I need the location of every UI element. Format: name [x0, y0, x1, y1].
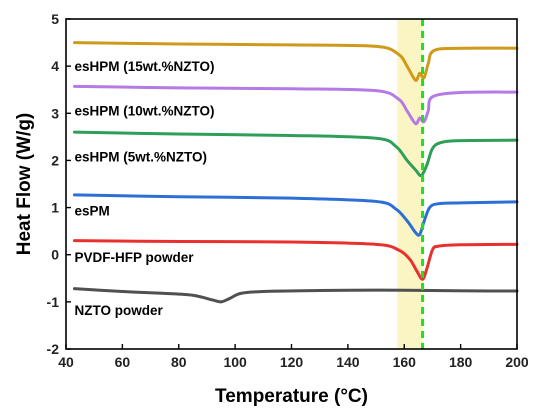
- y-tick-label: 1: [51, 200, 59, 216]
- series-label-4: PVDF-HFP powder: [74, 250, 194, 265]
- series-line-1: [72, 239, 519, 281]
- series-label-1: esHPM (10wt.%NZTO): [74, 104, 214, 119]
- series-line-3: [72, 130, 519, 178]
- x-tick-label: 140: [336, 354, 360, 370]
- y-axis-title: Heat Flow (W/g): [14, 113, 35, 255]
- x-tick-label: 80: [171, 354, 187, 370]
- x-tick-label: 40: [58, 354, 74, 370]
- y-tick-label: -2: [47, 341, 60, 357]
- series-line-4: [72, 84, 519, 126]
- y-tick-label: -1: [47, 294, 60, 310]
- x-tick-label: 100: [223, 354, 247, 370]
- series-line-2: [72, 193, 519, 237]
- y-tick-label: 2: [51, 152, 59, 168]
- series-line-0: [72, 287, 519, 304]
- x-tick-label: 160: [393, 354, 417, 370]
- series-line-5: [72, 41, 519, 82]
- series-labels: esHPM (15wt.%NZTO) esHPM (10wt.%NZTO) esHP…: [74, 59, 214, 318]
- y-tick-label: 5: [51, 11, 59, 27]
- x-tick-label: 120: [280, 354, 304, 370]
- y-tick-label: 4: [51, 58, 59, 74]
- x-tick-label: 200: [505, 354, 529, 370]
- series-layer: [72, 41, 519, 304]
- series-label-2: esHPM (5wt.%NZTO): [74, 149, 207, 164]
- y-tick-label: 3: [51, 105, 59, 121]
- y-tick-label: 0: [51, 247, 59, 263]
- series-label-3: esPM: [74, 204, 109, 219]
- x-axis-ticks: 40 60 80 100 120 140 160 180 200: [58, 344, 529, 370]
- x-axis-title: Temperature (°C): [215, 386, 368, 407]
- x-tick-label: 180: [449, 354, 473, 370]
- y-axis-ticks: -2 -1 0 1 2 3 4 5: [47, 11, 71, 357]
- series-label-5: NZTO powder: [74, 303, 163, 318]
- x-tick-label: 60: [115, 354, 131, 370]
- series-label-0: esHPM (15wt.%NZTO): [74, 59, 214, 74]
